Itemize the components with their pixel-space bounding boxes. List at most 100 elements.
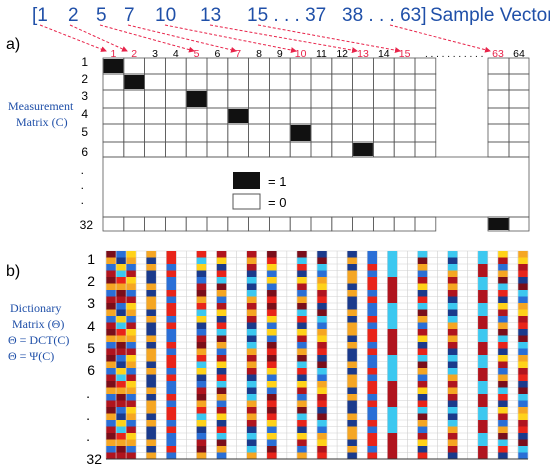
sample-arrows bbox=[39, 24, 491, 54]
dict-cell bbox=[267, 322, 277, 330]
sample-arrow bbox=[257, 24, 401, 54]
column-number-64: 64 bbox=[513, 48, 525, 60]
dict-cell bbox=[347, 374, 357, 382]
grid-cell bbox=[164, 123, 187, 143]
dict-cell bbox=[367, 433, 377, 440]
dict-cell bbox=[196, 257, 207, 265]
dict-cell bbox=[166, 361, 177, 369]
dict-cell bbox=[478, 342, 488, 349]
dict-row-number-32: 32 bbox=[86, 451, 102, 467]
dict-cell bbox=[317, 342, 327, 349]
dict-cell bbox=[478, 452, 488, 460]
dict-cell bbox=[196, 296, 207, 304]
dict-cell bbox=[498, 257, 508, 265]
row-dot: . bbox=[81, 193, 84, 207]
dict-cell bbox=[347, 277, 357, 284]
dict-cell bbox=[246, 426, 257, 434]
dict-cell bbox=[518, 290, 528, 297]
column-number: 2 bbox=[131, 48, 137, 60]
dict-cell bbox=[146, 322, 156, 330]
dict-cell bbox=[126, 387, 136, 395]
dict-cell bbox=[126, 374, 136, 382]
dict-cell bbox=[417, 400, 428, 408]
dict-cell bbox=[106, 329, 116, 336]
dict-cell bbox=[116, 413, 126, 421]
dict-cell bbox=[246, 348, 257, 356]
dict-cell bbox=[447, 296, 458, 304]
dict-cell bbox=[106, 361, 116, 369]
dict-cell bbox=[447, 251, 458, 258]
dict-cell bbox=[367, 257, 377, 265]
grid-cell bbox=[414, 107, 437, 125]
dict-cell bbox=[126, 342, 136, 349]
dict-cell bbox=[246, 342, 257, 349]
dict-cell bbox=[106, 296, 116, 304]
dict-cell bbox=[387, 283, 398, 291]
dict-cell bbox=[166, 270, 177, 278]
dict-cell bbox=[518, 368, 528, 375]
dict-cell bbox=[246, 329, 257, 336]
dict-cell bbox=[216, 355, 227, 362]
dict-cell bbox=[347, 283, 357, 291]
dict-cell bbox=[116, 316, 126, 323]
dict-cell bbox=[347, 316, 357, 323]
dict-cell bbox=[146, 335, 156, 343]
dict-cell bbox=[447, 420, 458, 427]
dict-cell bbox=[267, 413, 277, 421]
dict-cell bbox=[478, 400, 488, 408]
dict-cell bbox=[267, 426, 277, 434]
dict-cell bbox=[106, 413, 116, 421]
grid-cell bbox=[393, 89, 416, 109]
dict-cell bbox=[126, 309, 136, 317]
grid-cell bbox=[289, 73, 312, 91]
grid-cell bbox=[414, 141, 437, 158]
dict-cell bbox=[387, 270, 398, 278]
grid-cell bbox=[164, 73, 187, 91]
dict-cell bbox=[478, 296, 488, 304]
dict-cell bbox=[106, 342, 116, 349]
dict-cell bbox=[216, 452, 227, 460]
dict-cell bbox=[317, 270, 327, 278]
sample-vector-open: [1 bbox=[32, 5, 48, 26]
dict-cell bbox=[246, 368, 257, 375]
dict-cell bbox=[417, 387, 428, 395]
column-number: 12 bbox=[336, 48, 348, 60]
dict-cell bbox=[126, 355, 136, 362]
dict-cell bbox=[518, 264, 528, 271]
legend-filled-swatch bbox=[233, 172, 260, 189]
dict-cell bbox=[317, 407, 327, 414]
dict-cell bbox=[347, 387, 357, 395]
dict-cell bbox=[216, 439, 227, 447]
dict-cell bbox=[216, 342, 227, 349]
dict-cell bbox=[297, 335, 307, 343]
dict-cell bbox=[106, 368, 116, 375]
dictionary-label-line4: Θ = Ψ(C) bbox=[8, 349, 54, 363]
grid-cell bbox=[185, 57, 208, 75]
dict-cell bbox=[216, 316, 227, 323]
dict-cell bbox=[297, 368, 307, 375]
dict-cell bbox=[387, 303, 398, 310]
dict-cell bbox=[246, 400, 257, 408]
dict-cell bbox=[387, 439, 398, 447]
dict-row-dot: . bbox=[86, 428, 90, 444]
grid-cell bbox=[310, 141, 333, 158]
dict-cell bbox=[216, 335, 227, 343]
grid-cell bbox=[144, 107, 166, 125]
dict-cell bbox=[518, 257, 528, 265]
dict-cell bbox=[126, 290, 136, 297]
grid-cell bbox=[123, 89, 146, 109]
grid-cell bbox=[248, 107, 270, 125]
grid-cell bbox=[487, 123, 510, 143]
dict-cell bbox=[498, 355, 508, 362]
dict-cell bbox=[196, 407, 207, 414]
grid-cell bbox=[144, 123, 166, 143]
dict-cell bbox=[347, 420, 357, 427]
sample-arrow bbox=[39, 24, 107, 52]
dict-cell bbox=[126, 420, 136, 427]
dict-cell bbox=[166, 355, 177, 362]
dict-cell bbox=[196, 290, 207, 297]
dict-cell bbox=[498, 290, 508, 297]
grid-cell bbox=[310, 89, 333, 109]
grid-cell bbox=[123, 57, 146, 75]
dict-cell bbox=[216, 322, 227, 330]
